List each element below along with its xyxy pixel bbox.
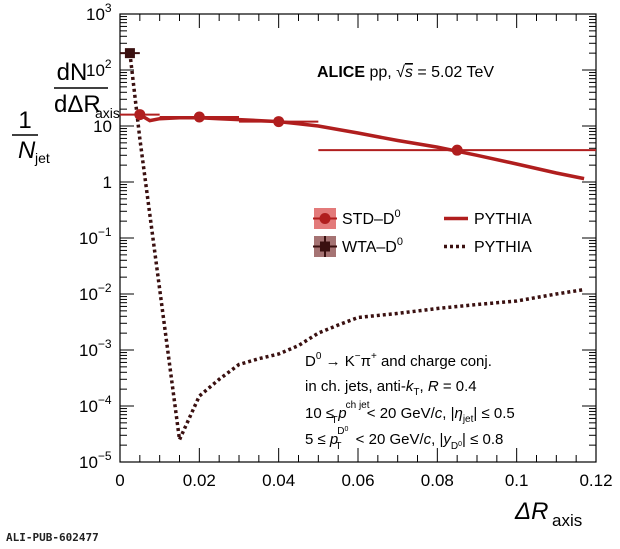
y-tick-label: 10−1: [79, 225, 112, 248]
ann-jets: in ch. jets, anti-kT, R = 0.4: [305, 378, 477, 398]
std-data-point: [134, 109, 146, 121]
x-tick-label: 0: [115, 471, 124, 490]
y-title-njet-sub: jet: [34, 150, 50, 166]
legend: STD–D0 WTA–D0 PYTHIA PYTHIA: [313, 208, 532, 257]
std-data-point: [451, 144, 463, 156]
legend-wta-label: WTA–D0: [342, 236, 403, 256]
y-tick-label: 102: [86, 57, 112, 80]
legend-pythia-solid-label: PYTHIA: [474, 211, 532, 228]
x-tick-label: 0.1: [505, 471, 529, 490]
y-title-dn: dN: [57, 59, 88, 86]
publication-id: ALI-PUB-602477: [6, 531, 99, 544]
x-tick-label: 0.12: [579, 471, 612, 490]
pythia-std-curve: [138, 113, 585, 181]
y-tick-label: 10−4: [79, 393, 112, 416]
x-axis-title: ΔR axis: [514, 498, 582, 530]
y-title-dr: dΔR: [54, 91, 101, 118]
selection-annotations: D0 → K−π+ and charge conj. in ch. jets, …: [305, 351, 515, 452]
x-tick-label: 0.06: [341, 471, 374, 490]
y-tick-label: 10−3: [79, 337, 112, 360]
x-tick-label: 0.08: [421, 471, 454, 490]
y-title-njet: N: [18, 137, 36, 164]
y-tick-label: 10−5: [79, 449, 112, 472]
y-tick-label: 103: [86, 1, 112, 24]
y-tick-label: 10: [93, 117, 112, 136]
legend-std-label: STD–D0: [342, 208, 401, 228]
x-title-main: ΔR: [514, 498, 548, 525]
alice-header: ALICE pp, √s = 5.02 TeV: [317, 64, 494, 81]
ticks: 0 0.02 0.04 0.06 0.08 0.1 0.1210310210110−110−…: [79, 1, 613, 490]
std-data-point: [193, 111, 205, 123]
wta-data-point: [124, 48, 135, 59]
x-title-sub: axis: [552, 511, 582, 530]
legend-std-marker: [319, 213, 331, 224]
y-title-dr-sub: axis: [95, 105, 120, 121]
x-tick-label: 0.04: [262, 471, 295, 490]
y-tick-label: 10−2: [79, 281, 112, 304]
series: [120, 48, 596, 446]
ann-jet-pt: 10 ≤ pch jet T < 20 GeV/c, |ηjet| ≤ 0.5: [305, 400, 515, 426]
y-tick-label: 1: [103, 173, 112, 192]
y-axis-title: 1 N jet dN dΔR axis: [12, 59, 120, 166]
y-title-one: 1: [18, 107, 31, 134]
legend-pythia-dotted-label: PYTHIA: [474, 239, 532, 256]
std-data-point: [273, 116, 285, 128]
ann-d-pt: 5 ≤ pD0 T < 20 GeV/c, |yD0| ≤ 0.8: [305, 426, 503, 452]
ann-decay: D0 → K−π+ and charge conj.: [305, 351, 492, 370]
x-tick-label: 0.02: [183, 471, 216, 490]
legend-wta-marker: [320, 241, 330, 252]
